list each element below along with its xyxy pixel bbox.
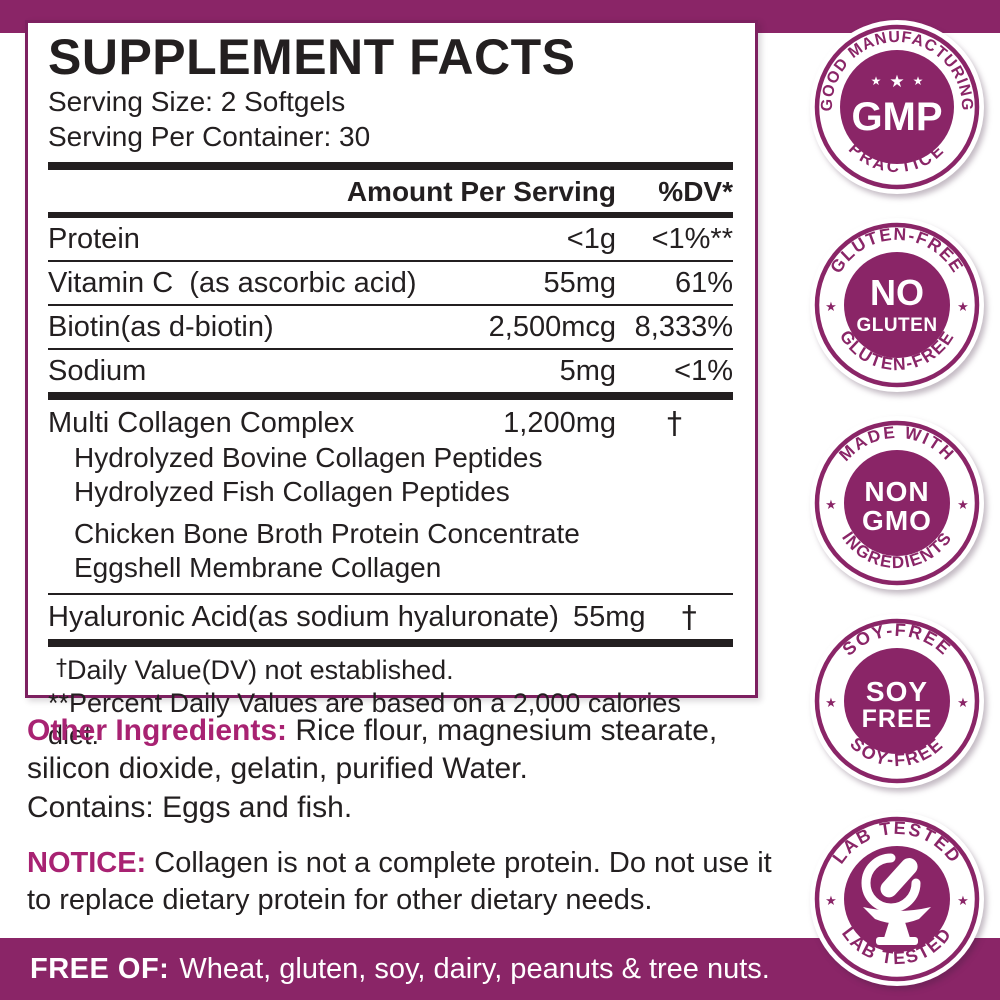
table-row: Protein <1g <1%** [48, 218, 733, 262]
badge-gluten-free: GLUTEN-FREE GLUTEN-FREE ★ ★ NO GLUTEN [810, 218, 984, 392]
free-of-bar: FREE OF: Wheat, gluten, soy, dairy, pean… [0, 938, 1000, 1000]
badge-soy-free: SOY-FREE SOY-FREE ★ ★ SOY FREE [810, 614, 984, 788]
nutrient-dv-dagger: † [667, 405, 682, 441]
sub-ingredient: Hydrolyzed Fish Collagen Peptides [74, 475, 510, 507]
footnote-percent: **Percent Daily Values are based on a 2,… [48, 687, 733, 752]
notice-line2: to replace dietary protein for other die… [27, 884, 653, 917]
badge-line1: SOY [866, 676, 928, 707]
table-row: Sodium 5mg <1% [48, 350, 733, 392]
badge-lab-tested: LAB TESTED LAB TESTED ★ ★ [810, 812, 984, 986]
sub-ingredient: Chicken Bone Broth Protein Concentrate [74, 517, 580, 549]
free-of-heading: FREE OF: [30, 952, 170, 985]
notice-line1: Collagen is not a complete protein. Do n… [154, 847, 772, 879]
star-icon: ★ [825, 695, 837, 710]
panel-title: SUPPLEMENT FACTS [48, 29, 576, 85]
free-of-text: Wheat, gluten, soy, dairy, peanuts & tre… [179, 952, 770, 985]
other-ingredients-section: Other Ingredients: Rice flour, magnesium… [27, 712, 805, 827]
notice-heading: NOTICE: [27, 847, 147, 879]
footnote-text: Daily Value(DV) not established. [67, 655, 454, 686]
dagger-symbol: † [56, 656, 67, 682]
divider-thick [48, 391, 733, 400]
servings-per-container: Serving Per Container: 30 [48, 121, 371, 153]
nutrient-name: Biotin(as d-biotin) [48, 310, 274, 343]
table-header: Amount Per Serving %DV* [48, 170, 733, 212]
star-icon: ★ [825, 497, 837, 512]
nutrient-name: Hyaluronic Acid(as sodium hyaluronate) [48, 601, 559, 634]
nutrient-amount: 55mg [572, 601, 646, 634]
footnote-text: Percent Daily Values are based on a 2,00… [48, 687, 681, 750]
nutrient-dv-dagger: † [681, 600, 697, 636]
nutrient-amount: 5mg [559, 354, 616, 387]
microscope-icon [861, 853, 931, 945]
supplement-facts-panel: SUPPLEMENT FACTS Serving Size: 2 Softgel… [25, 20, 758, 750]
footnote-dv: †Daily Value(DV) not established. [48, 654, 733, 686]
nutrient-amount: 55mg [543, 266, 616, 299]
collagen-complex-block: Multi Collagen Complex 1,200mg † Hydroly… [48, 400, 733, 594]
star-icon: ★ [889, 72, 904, 91]
star-icon: ★ [825, 299, 837, 314]
badge-gmp: GOOD MANUFACTURING PRACTICE ★ ★ ★ GMP [810, 20, 984, 194]
other-ingredients-heading: Other Ingredients: [27, 714, 288, 747]
badge-line2: GLUTEN [856, 315, 937, 336]
badge-center-text: GMP [851, 95, 942, 139]
table-row: Multi Collagen Complex 1,200mg † [48, 406, 733, 441]
nutrient-amount: 2,500mcg [488, 310, 616, 343]
badge-line2: FREE [862, 705, 933, 733]
star-icon: ★ [825, 893, 837, 908]
divider-thin [48, 593, 733, 596]
other-ingredients-line1: Rice flour, magnesium stearate, [295, 714, 718, 747]
divider-medium [48, 211, 733, 218]
star-icon: ★ [871, 74, 882, 88]
column-header-amount: Amount Per Serving [346, 175, 616, 207]
table-row: Vitamin C (as ascorbic acid) 55mg 61% [48, 262, 733, 306]
nutrient-amount: <1g [566, 222, 616, 255]
table-row: Hyaluronic Acid(as sodium hyaluronate) 5… [48, 595, 733, 639]
badge-line2: GMO [862, 505, 932, 536]
other-ingredients-text: Other Ingredients: Rice flour, magnesium… [27, 712, 805, 827]
star-icon: ★ [957, 893, 969, 908]
star-icon: ★ [913, 74, 924, 88]
sub-ingredient: Eggshell Membrane Collagen [74, 552, 442, 583]
contains-statement: Contains: Eggs and fish. [27, 790, 353, 824]
badge-non-gmo: MADE WITH INGREDIENTS ★ ★ NON GMO [810, 416, 984, 590]
nutrient-amount: 1,200mg [503, 406, 616, 439]
badge-line1: NO [870, 272, 924, 313]
nutrient-dv: 8,333% [634, 310, 733, 343]
star-icon: ★ [957, 497, 969, 512]
nutrient-dv: 61% [674, 266, 733, 299]
nutrient-name: Multi Collagen Complex [48, 406, 355, 439]
star-icon: ★ [957, 299, 969, 314]
nutrient-dv: <1% [674, 354, 733, 387]
badge-line1: NON [864, 476, 929, 507]
star-icon: ★ [957, 695, 969, 710]
table-row: Biotin(as d-biotin) 2,500mcg 8,333% [48, 306, 733, 350]
nutrient-dv: <1%** [651, 222, 733, 255]
nutrient-name: Protein [48, 222, 140, 255]
other-ingredients-line2: silicon dioxide, gelatin, purified Water… [27, 752, 528, 786]
divider-thick [48, 161, 733, 170]
column-header-dv: %DV* [658, 175, 733, 207]
nutrient-name: Sodium [48, 354, 147, 387]
sub-ingredient: Hydrolyzed Bovine Collagen Peptides [74, 441, 543, 473]
nutrient-name: Vitamin C (as ascorbic acid) [48, 266, 417, 299]
divider-thick [48, 639, 733, 648]
serving-size: Serving Size: 2 Softgels [48, 86, 346, 117]
notice-section: NOTICE: Collagen is not a complete prote… [27, 845, 805, 919]
footnotes: †Daily Value(DV) not established. **Perc… [48, 647, 733, 751]
asterisks-symbol: ** [48, 687, 70, 718]
